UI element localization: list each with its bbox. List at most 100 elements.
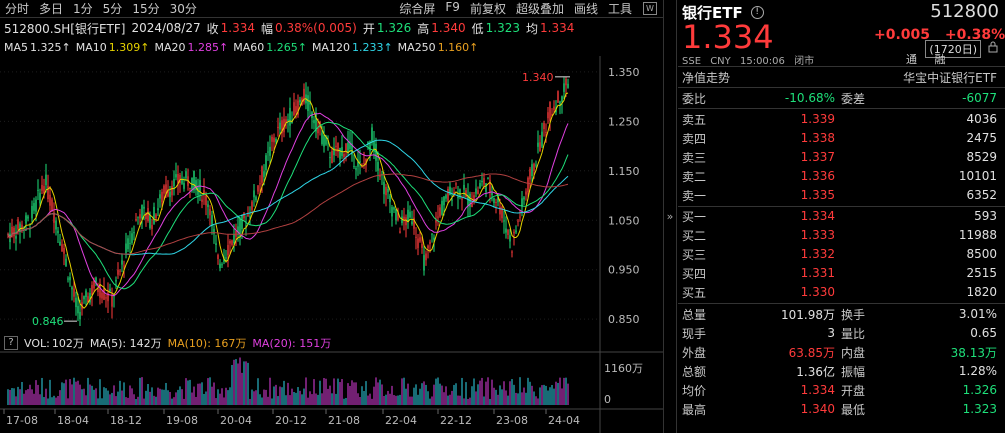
volume-bar xyxy=(367,395,369,405)
tab-multiday[interactable]: 多日 xyxy=(39,2,64,16)
collapse-panel-arrow-icon[interactable]: » xyxy=(663,0,677,433)
x-tick-label: 22-04 xyxy=(385,414,417,427)
volume-bar xyxy=(85,395,87,405)
volume-bar xyxy=(461,377,463,405)
candle-body xyxy=(335,145,337,147)
ob-volume: 10101 xyxy=(958,169,997,183)
volume-bar xyxy=(495,389,497,405)
buy-row[interactable]: 买五 1.330 1820 xyxy=(678,283,1005,301)
candle-body xyxy=(289,107,291,126)
tab-15min[interactable]: 15分 xyxy=(132,2,160,16)
candle-body xyxy=(91,285,93,296)
volume-bar xyxy=(187,380,189,405)
volume-bar xyxy=(441,385,443,405)
close-label: 收 xyxy=(206,21,219,36)
volume-bar xyxy=(167,390,169,405)
volume-bar xyxy=(273,386,275,405)
candle-body xyxy=(47,185,49,199)
tab-5min[interactable]: 5分 xyxy=(102,2,123,16)
volume-bar xyxy=(153,395,155,405)
volume-bar xyxy=(107,390,109,405)
candle-body xyxy=(123,265,125,267)
volume-bar xyxy=(307,397,309,405)
candle-body xyxy=(235,230,237,237)
rong-badge[interactable]: 融 xyxy=(934,53,946,66)
tab-30min[interactable]: 30分 xyxy=(169,2,197,16)
wp-icon[interactable]: W xyxy=(643,2,657,15)
sell-row[interactable]: 卖二 1.336 10101 xyxy=(678,167,1005,185)
volume-bar xyxy=(29,384,31,405)
tab-composite-screen[interactable]: 综合屏 xyxy=(399,2,436,16)
ob-label: 卖五 xyxy=(682,112,707,127)
tab-f9[interactable]: F9 xyxy=(445,0,460,14)
candle-body xyxy=(265,155,267,171)
info-icon[interactable]: ! xyxy=(750,6,764,19)
tab-1min[interactable]: 1分 xyxy=(73,2,93,16)
tong-badge[interactable]: 通 xyxy=(906,53,917,66)
candle-body xyxy=(297,100,299,115)
volume-bar xyxy=(425,384,427,405)
tab-super-overlay[interactable]: 超级叠加 xyxy=(515,2,564,16)
candle-body xyxy=(19,223,21,232)
candle-body xyxy=(423,255,425,271)
candle-body xyxy=(333,147,335,156)
candle-body xyxy=(401,216,403,224)
candle-body xyxy=(485,183,487,192)
nav-row[interactable]: 净值走势 华宝中证银行ETF xyxy=(678,68,1005,86)
lock-icon[interactable] xyxy=(987,41,999,53)
tab-forward-adjust[interactable]: 前复权 xyxy=(469,2,506,16)
volume-bar xyxy=(21,381,23,405)
sell-row[interactable]: 卖四 1.338 2475 xyxy=(678,129,1005,147)
close-value: 1.334 xyxy=(220,21,255,35)
candle-body xyxy=(137,216,139,218)
candle-body xyxy=(165,184,167,196)
volume-bar xyxy=(529,381,531,405)
volume-bar xyxy=(365,381,367,405)
weibi-value: -10.68% xyxy=(784,91,835,105)
candle-body xyxy=(161,191,163,203)
candle-body xyxy=(249,216,251,218)
volume-bar xyxy=(445,386,447,405)
candle-body xyxy=(543,122,545,130)
candle-body xyxy=(551,114,553,116)
volume-bar xyxy=(205,391,207,405)
candle-body xyxy=(461,198,463,200)
buy-row[interactable]: 买一 1.334 593 xyxy=(678,207,1005,225)
candle-body xyxy=(189,187,191,189)
kline-chart[interactable]: 1.350 1.250 1.150 1.050 0.950 0.850 17-08 18-04… xyxy=(0,56,663,433)
volume-bar xyxy=(527,377,529,405)
price-change: +0.005 +0.38% xyxy=(874,27,1005,43)
buy-row[interactable]: 买三 1.332 8500 xyxy=(678,245,1005,263)
tab-draw-line[interactable]: 画线 xyxy=(573,2,598,16)
nav-trend-link[interactable]: 净值走势 xyxy=(682,70,731,85)
ma60-label: MA60 xyxy=(233,40,265,54)
candle-body xyxy=(363,162,365,164)
candle-body xyxy=(243,213,245,219)
candle-body xyxy=(545,131,547,133)
vol-axis-zero: 0 xyxy=(604,393,611,406)
candle-body xyxy=(495,201,497,203)
candle-body xyxy=(261,166,263,183)
tab-timeshare[interactable]: 分时 xyxy=(5,2,30,16)
tab-tools[interactable]: 工具 xyxy=(607,2,632,16)
volume-bar xyxy=(145,390,147,405)
sell-row[interactable]: 卖五 1.339 4036 xyxy=(678,110,1005,128)
candle-body xyxy=(55,220,57,230)
buy-row[interactable]: 买二 1.333 11988 xyxy=(678,226,1005,244)
volume-bar xyxy=(25,390,27,405)
volume-bar xyxy=(73,377,75,405)
candle-body xyxy=(39,192,41,204)
help-icon[interactable]: ? xyxy=(4,336,18,350)
sell-row[interactable]: 卖一 1.335 6352 xyxy=(678,186,1005,204)
days-count[interactable]: (1720日) xyxy=(925,40,981,58)
volume-bar xyxy=(191,392,193,405)
volume-bar xyxy=(275,384,277,405)
candle-body xyxy=(177,173,179,185)
candle-body xyxy=(439,207,441,217)
tong-rong: 通 融 xyxy=(906,51,960,67)
volume-bar xyxy=(45,388,47,405)
sell-row[interactable]: 卖三 1.337 8529 xyxy=(678,148,1005,166)
candle-body xyxy=(37,189,39,191)
buy-row[interactable]: 买四 1.331 2515 xyxy=(678,264,1005,282)
candle-body xyxy=(365,158,367,166)
